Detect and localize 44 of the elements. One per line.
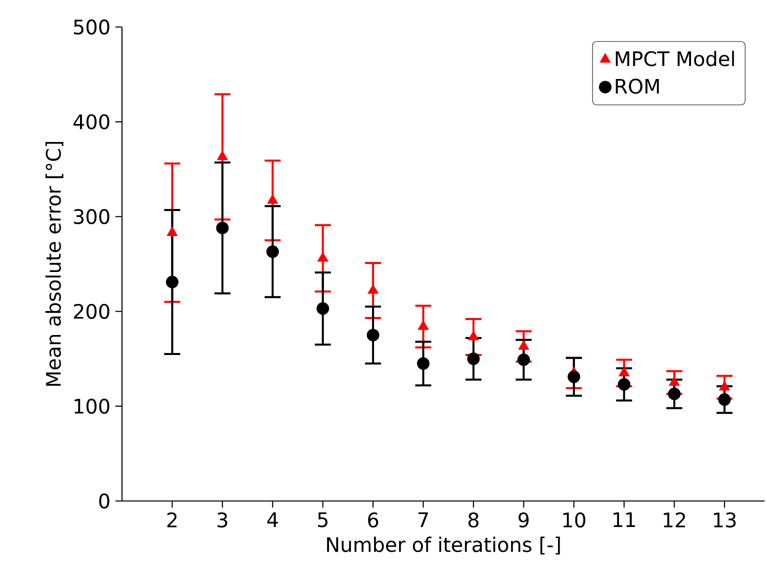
point — [468, 330, 479, 340]
point — [317, 252, 328, 262]
x-tick-label: 6 — [368, 512, 378, 528]
y-tick-label: 400 — [73, 114, 110, 130]
x-axis-title: Number of iterations [-] — [327, 536, 560, 554]
x-tick-label: 4 — [267, 512, 278, 527]
point — [266, 245, 279, 258]
x-tick-label: 7 — [418, 512, 428, 527]
x-tick-label: 2 — [167, 512, 177, 528]
point — [416, 357, 430, 370]
point — [467, 352, 480, 366]
y-tick-label: 0 — [99, 493, 110, 509]
x-tick-label: 9 — [518, 512, 529, 528]
point — [316, 302, 330, 315]
point — [216, 150, 228, 160]
point — [668, 388, 681, 400]
x-tick-label: 10 — [563, 512, 586, 528]
point — [166, 276, 178, 288]
point — [518, 340, 530, 350]
point — [568, 370, 580, 384]
legend-label: ROM — [616, 78, 659, 94]
y-tick-label: 300 — [74, 209, 110, 224]
point — [216, 222, 229, 234]
legend-label: MPCT Model — [616, 50, 734, 66]
point — [418, 320, 429, 330]
y-tick-label: 100 — [74, 398, 110, 414]
point — [618, 366, 630, 376]
point — [368, 284, 379, 294]
point — [517, 353, 530, 366]
point — [267, 194, 278, 204]
x-tick-label: 12 — [664, 512, 686, 528]
point — [718, 393, 731, 406]
y-axis-title: Mean absolute error [°C] — [45, 142, 64, 386]
x-tick-label: 5 — [318, 512, 328, 528]
x-tick-label: 3 — [218, 512, 228, 528]
x-tick-label: 11 — [614, 512, 635, 527]
point — [618, 378, 630, 391]
x-tick-label: 8 — [468, 512, 478, 528]
y-tick-label: 500 — [74, 19, 110, 35]
point — [366, 328, 380, 342]
point — [166, 226, 178, 236]
x-tick-label: 13 — [714, 512, 736, 528]
point — [668, 376, 680, 386]
y-tick-label: 200 — [74, 304, 110, 319]
